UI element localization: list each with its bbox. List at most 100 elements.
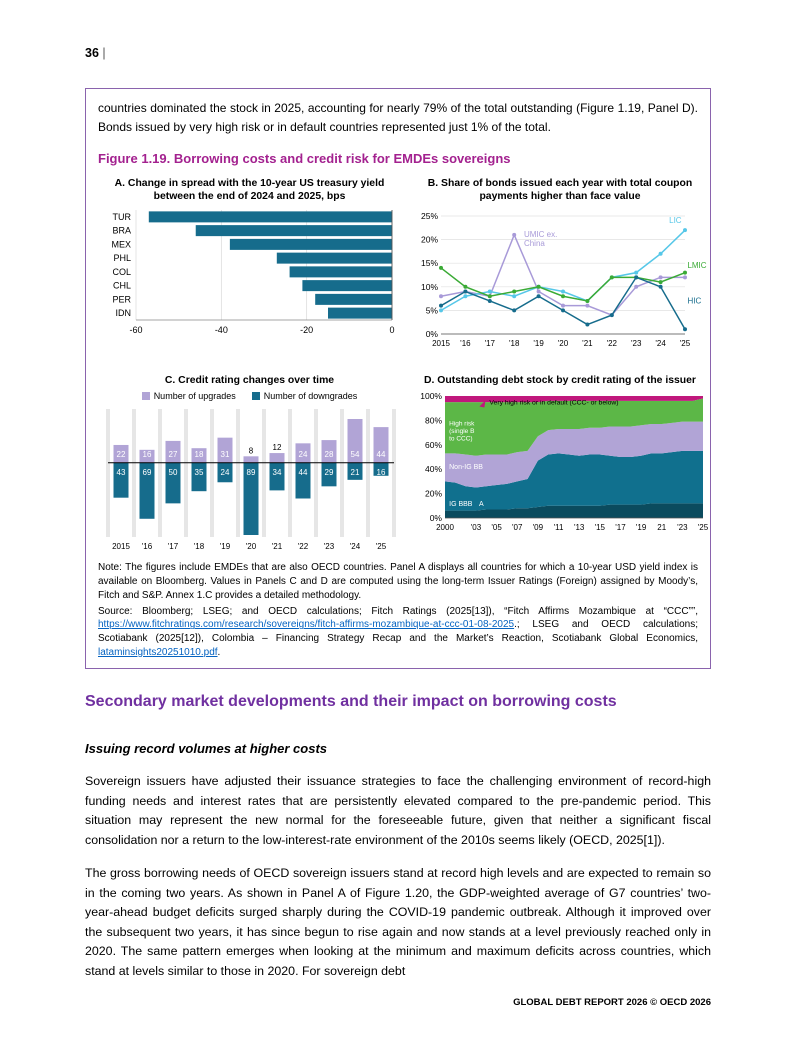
page-number: 36 |	[85, 46, 106, 60]
svg-text:12: 12	[273, 443, 282, 452]
svg-text:UMIC ex.: UMIC ex.	[524, 230, 557, 239]
source-link-lataminsights[interactable]: lataminsights20251010.pdf	[98, 646, 218, 658]
source-text-1: Source: Bloomberg; LSEG; and OECD calcul…	[98, 605, 698, 617]
svg-text:'19: '19	[635, 523, 646, 532]
svg-text:-20: -20	[300, 325, 313, 335]
source-text-3: .	[217, 646, 221, 658]
svg-text:'15: '15	[594, 523, 605, 532]
svg-text:21: 21	[351, 468, 360, 477]
page-number-value: 36	[85, 46, 99, 60]
svg-text:2000: 2000	[436, 523, 454, 532]
svg-text:'24: '24	[655, 339, 666, 348]
svg-text:5%: 5%	[426, 306, 439, 316]
svg-text:25%: 25%	[421, 211, 438, 221]
svg-text:0: 0	[389, 325, 394, 335]
svg-text:24: 24	[299, 450, 308, 459]
svg-text:35: 35	[195, 468, 204, 477]
svg-text:LMIC: LMIC	[687, 261, 706, 270]
svg-text:'20: '20	[558, 339, 569, 348]
svg-text:15%: 15%	[421, 258, 438, 268]
panel-b-title: B. Share of bonds issued each year with …	[427, 178, 693, 203]
svg-text:27: 27	[169, 450, 178, 459]
svg-text:-60: -60	[129, 325, 142, 335]
downgrades-swatch	[251, 392, 260, 401]
svg-text:10%: 10%	[421, 282, 438, 292]
panel-a-chart: -60 -40 -20 0 TUR BRA MEX PHL COL CHL PER IDN	[111, 210, 395, 335]
section-heading: Secondary market developments and their …	[85, 693, 617, 710]
legend-downgrades-label: Number of downgrades	[263, 391, 358, 402]
svg-text:28: 28	[325, 450, 334, 459]
svg-text:'25: '25	[697, 523, 708, 532]
svg-text:29: 29	[325, 468, 334, 477]
svg-text:'07: '07	[512, 523, 523, 532]
upgrades-swatch	[141, 392, 150, 401]
svg-text:50: 50	[169, 468, 178, 477]
svg-text:'03: '03	[470, 523, 481, 532]
svg-text:'17: '17	[485, 339, 496, 348]
svg-text:'17: '17	[615, 523, 626, 532]
svg-text:'17: '17	[168, 542, 179, 551]
svg-text:A: A	[479, 501, 484, 508]
svg-text:'23: '23	[677, 523, 688, 532]
svg-text:16: 16	[377, 468, 386, 477]
svg-text:31: 31	[221, 450, 230, 459]
svg-text:'18: '18	[194, 542, 205, 551]
svg-text:(single B: (single B	[449, 428, 474, 435]
source-text-2: .; LSEG and OECD calculations; Scotiaban…	[98, 619, 698, 645]
panel-c-title: C. Credit rating changes over time	[164, 375, 335, 387]
svg-text:8: 8	[249, 447, 254, 456]
svg-text:69: 69	[143, 468, 152, 477]
panel-d: D. Outstanding debt stock by credit rati…	[407, 360, 713, 553]
panel-c: C. Credit rating changes over time Numbe…	[98, 360, 401, 553]
svg-text:'20: '20	[246, 542, 257, 551]
svg-text:80%: 80%	[424, 416, 441, 426]
svg-text:CHL: CHL	[113, 281, 131, 291]
panel-b-chart: 0% 5% 10% 15% 20% 25% 2015 '16 '17 '18 '19 '20 '21 '2…	[421, 211, 707, 348]
svg-text:Very high risk or in default (: Very high risk or in default (CCC- or be…	[489, 400, 618, 407]
svg-text:'09: '09	[532, 523, 543, 532]
svg-text:0%: 0%	[429, 513, 442, 523]
svg-text:LIC: LIC	[669, 216, 682, 225]
svg-text:MEX: MEX	[111, 240, 131, 250]
panel-d-chart: 0% 20% 40% 60% 80% 100% 2000 '03 '05 '07 '09 '11 '13…	[420, 391, 709, 532]
page-number-separator: |	[98, 46, 106, 60]
svg-text:COL: COL	[112, 267, 131, 277]
panel-d-title: D. Outstanding debt stock by credit rati…	[424, 375, 696, 387]
svg-text:20%: 20%	[421, 235, 438, 245]
svg-text:China: China	[524, 239, 545, 248]
svg-text:44: 44	[299, 468, 308, 477]
legend-upgrades-label: Number of upgrades	[153, 391, 236, 402]
figure-note: Note: The figures include EMDEs that are…	[98, 562, 698, 601]
svg-text:IDN: IDN	[116, 308, 132, 318]
figure-box: countries dominated the stock in 2025, a…	[85, 88, 711, 669]
panel-c-legend: Number of upgrades Number of downgrades	[141, 391, 358, 402]
panel-b: B. Share of bonds issued each year with …	[407, 176, 713, 356]
figure-intro-text: countries dominated the stock in 2025, a…	[98, 101, 698, 134]
svg-text:IG BBB: IG BBB	[449, 501, 473, 508]
legend-upgrades: Number of upgrades	[141, 391, 236, 402]
figure-panels: A. Change in spread with the 10-year US …	[98, 176, 708, 553]
svg-text:'23: '23	[324, 542, 335, 551]
svg-text:'25: '25	[680, 339, 691, 348]
svg-text:to CCC): to CCC)	[449, 436, 472, 443]
figure-title: Figure 1.19. Borrowing costs and credit …	[98, 151, 511, 167]
page-footer: GLOBAL DEBT REPORT 2026 © OECD 2026	[513, 997, 711, 1008]
svg-text:'24: '24	[350, 542, 361, 551]
svg-text:16: 16	[143, 450, 152, 459]
svg-text:2015: 2015	[112, 542, 130, 551]
svg-text:54: 54	[351, 450, 360, 459]
svg-text:BRA: BRA	[112, 226, 131, 236]
body-paragraph-2: The gross borrowing needs of OECD sovere…	[85, 866, 711, 978]
source-link-fitchratings[interactable]: https://www.fitchratings.com/research/so…	[98, 619, 515, 631]
panel-c-chart: 22 43 2015 16 69 '16 27 50 '17 18 35 '18 31 24 '19 8 89 '…	[106, 409, 396, 551]
panel-a: A. Change in spread with the 10-year US …	[98, 176, 401, 356]
svg-text:100%: 100%	[420, 391, 442, 401]
svg-text:34: 34	[273, 468, 282, 477]
svg-text:89: 89	[247, 468, 256, 477]
svg-text:'22: '22	[298, 542, 309, 551]
svg-text:Non-IG BB: Non-IG BB	[449, 464, 483, 471]
svg-text:60%: 60%	[424, 440, 441, 450]
svg-text:44: 44	[377, 450, 386, 459]
subsection-heading: Issuing record volumes at higher costs	[85, 741, 328, 756]
